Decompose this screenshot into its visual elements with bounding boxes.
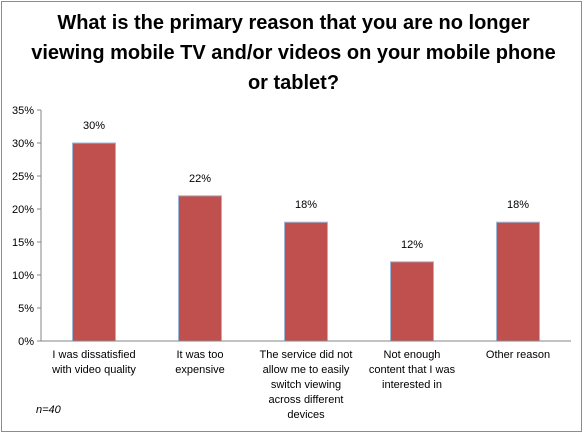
bar (390, 261, 434, 342)
category-label: I was dissatisfied with video quality (51, 349, 136, 376)
category-label: Not enough content that I was interested i… (369, 349, 456, 391)
bar (496, 221, 540, 342)
y-tick-label: 0% (18, 336, 34, 348)
y-axis-ticks: 0% 5% 10% 15% 20% 25% 30% 35% (12, 105, 41, 348)
y-tick-label: 35% (12, 105, 34, 117)
data-label: 22% (189, 173, 211, 185)
y-tick-label: 10% (12, 270, 34, 282)
category-label: The service did not allow me to easily swi… (260, 349, 353, 421)
bar (72, 142, 116, 342)
data-label: 30% (83, 120, 105, 132)
y-tick-label: 5% (18, 303, 34, 315)
data-label: 18% (507, 199, 529, 211)
category-label: Other reason (486, 349, 550, 361)
y-tick-label: 20% (12, 204, 34, 216)
bar (284, 221, 328, 342)
chart-title: What is the primary reason that you are … (31, 12, 556, 94)
category-label: It was too expensive (175, 349, 225, 376)
bar (178, 195, 222, 342)
data-label: 18% (295, 199, 317, 211)
sample-size-note: n=40 (36, 404, 61, 416)
category-labels: I was dissatisfied with video quality It w… (51, 349, 550, 421)
y-tick-label: 25% (12, 171, 34, 183)
y-tick-label: 15% (12, 237, 34, 249)
y-tick-label: 30% (12, 138, 34, 150)
data-label: 12% (401, 239, 423, 251)
data-labels: 30% 22% 18% 12% 18% (83, 120, 529, 251)
bars (72, 142, 540, 342)
